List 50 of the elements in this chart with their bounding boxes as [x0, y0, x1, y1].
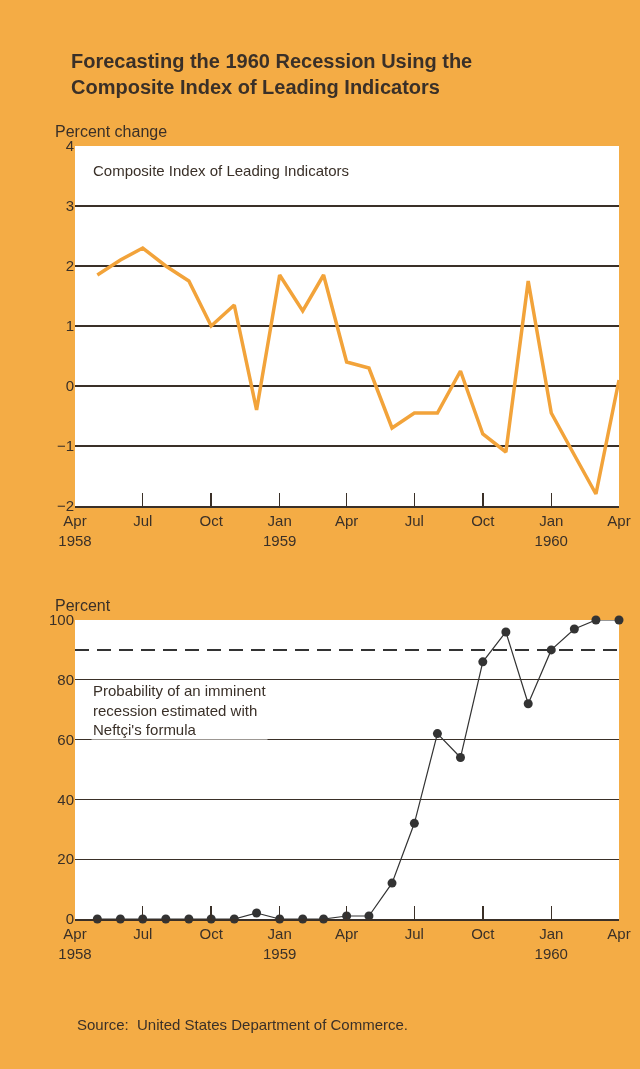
point — [478, 657, 488, 667]
y-tick-label: 4 — [65, 137, 74, 155]
y-axis-title: Percent change — [55, 123, 168, 140]
point — [501, 627, 511, 637]
x-tick-label: Apr — [334, 512, 359, 529]
point — [614, 615, 624, 625]
x-tick-label: Jul — [404, 512, 424, 529]
x-tick-label: Jan 1959 — [262, 512, 297, 549]
y-axis-title: Percent — [55, 597, 111, 614]
point — [409, 818, 419, 828]
point — [591, 615, 601, 625]
x-tick-label: Oct — [471, 512, 496, 529]
line-series — [95, 246, 619, 496]
point — [523, 699, 533, 709]
text: Probability of an imminent recession estimated with Neftçi's formula — [93, 682, 267, 738]
x-tick-label: Oct — [471, 925, 496, 942]
point — [569, 624, 579, 634]
y-tick-label: 60 — [57, 730, 74, 748]
x-tick-label: Jul — [133, 925, 153, 942]
point — [387, 878, 397, 888]
x-tick-label: Oct — [199, 512, 224, 529]
y-tick-label: 0 — [65, 377, 74, 395]
source-note: Source: United States Department of Commerce. — [77, 1016, 408, 1033]
y-tick-label: 1 — [65, 317, 74, 335]
y-tick-label: −2 — [56, 497, 74, 515]
x-tick-label: Apr 1958 — [58, 512, 92, 549]
y-tick-label: 80 — [57, 671, 74, 689]
y-tick-label: 0 — [65, 910, 74, 928]
point — [252, 908, 262, 918]
x-tick-label: Apr — [607, 925, 631, 942]
y-tick-label: −1 — [56, 437, 74, 455]
chart-title: Forecasting the 1960 Recession Using the Composite Index of Leading Indicators — [71, 50, 473, 98]
x-tick-label: Apr 1958 — [58, 925, 92, 962]
x-tick-label: Jan 1960 — [534, 925, 568, 962]
x-tick-label: Jan 1959 — [262, 925, 297, 962]
point — [546, 645, 556, 655]
y-tick-label: 40 — [57, 790, 74, 808]
y-tick-label: 20 — [57, 850, 74, 868]
x-tick-label: Oct — [199, 925, 224, 942]
y-tick-label: 3 — [65, 197, 74, 215]
x-tick-label: Jul — [404, 925, 424, 942]
point — [455, 753, 465, 763]
x-tick-label: Jan 1960 — [534, 512, 568, 549]
y-tick-label: 100 — [48, 611, 74, 629]
x-tick-label: Jul — [133, 512, 153, 529]
text: Composite Index of Leading Indicators — [93, 162, 349, 179]
point — [432, 729, 442, 739]
x-tick-label: Apr — [607, 512, 631, 529]
y-tick-label: 2 — [65, 257, 74, 275]
x-tick-label: Apr — [334, 925, 359, 942]
